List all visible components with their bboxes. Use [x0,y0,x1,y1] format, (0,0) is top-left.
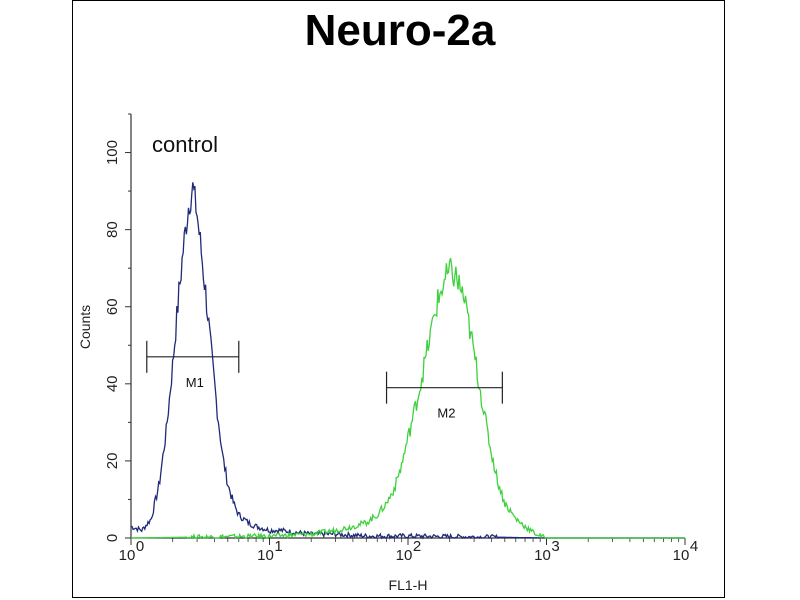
y-tick-label: 60 [104,298,121,315]
markers-layer: M1 M2 [146,340,503,421]
x-tick-exponent: 0 [136,538,144,555]
series-line-1 [131,182,685,540]
x-tick-label: 10 [257,547,274,564]
x-axis-title: FL1-H [389,577,428,593]
control-annotation: control [152,132,218,157]
y-tick-label: 80 [104,221,121,238]
y-tick-label: 20 [104,453,121,470]
chart-frame [72,0,725,598]
x-tick-label: 10 [396,547,413,564]
y-tick-label: 40 [104,375,121,392]
y-tick-label: 100 [104,140,121,165]
x-tick-exponent: 2 [413,538,421,555]
x-tick-label: 10 [534,547,551,564]
x-tick-label: 10 [673,547,690,564]
marker-label: M1 [186,375,204,390]
series-layer [131,182,685,541]
series-line-2 [131,257,685,541]
y-axis-title: Counts [77,305,93,349]
x-tick-exponent: 1 [274,538,282,555]
x-tick-exponent: 3 [551,538,559,555]
x-tick-exponent: 4 [690,538,698,555]
x-tick-label: 10 [119,547,136,564]
y-tick-label: 0 [104,534,121,542]
chart-title: Neuro-2a [304,6,496,55]
marker-label: M2 [437,406,455,421]
